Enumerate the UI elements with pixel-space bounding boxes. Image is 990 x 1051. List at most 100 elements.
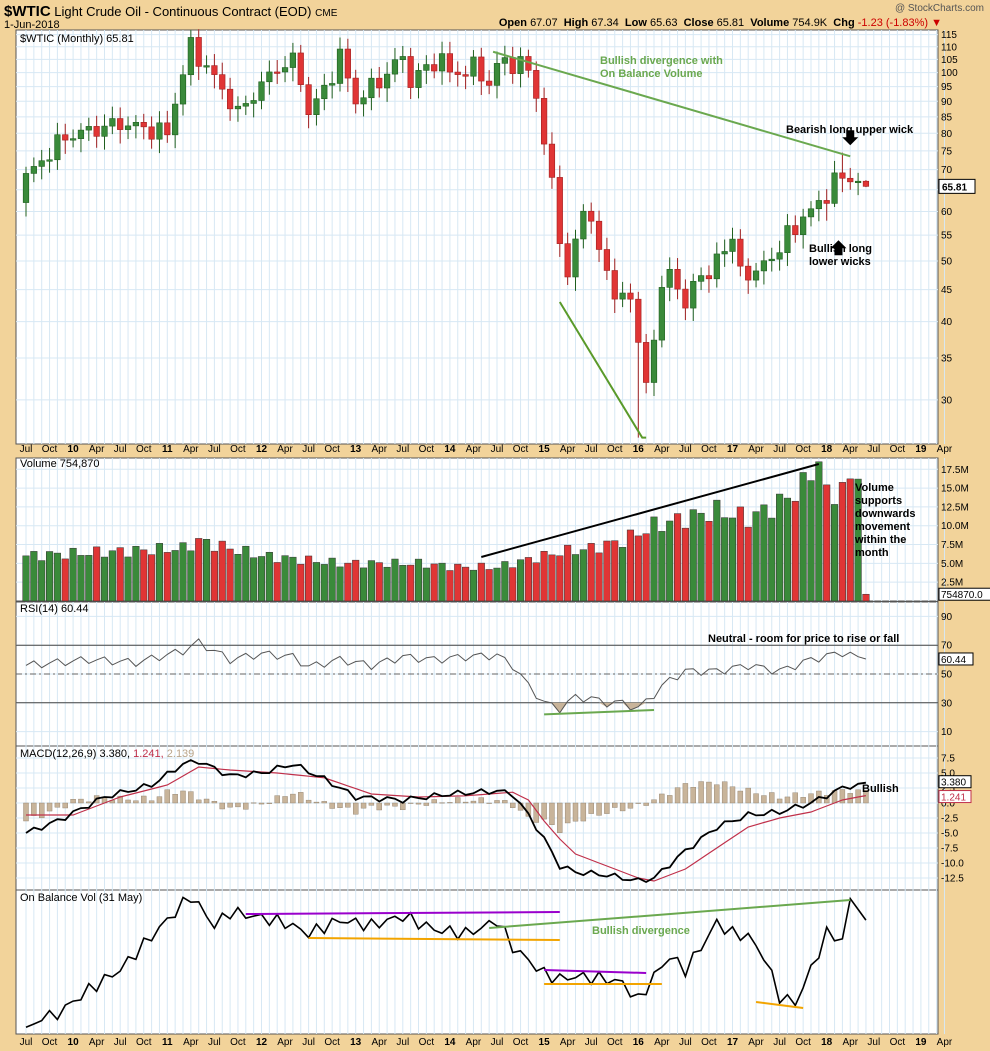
macd-histogram-bar	[643, 802, 649, 806]
macd-histogram-bar	[627, 802, 634, 809]
candle-body	[234, 105, 242, 110]
candle-body	[423, 64, 430, 71]
candle-body	[595, 220, 603, 250]
obv-divergence-line	[489, 899, 851, 929]
macd-histogram-bar	[533, 802, 539, 823]
candle-body	[493, 63, 501, 86]
macd-histogram-bar	[557, 802, 563, 833]
volume-bar	[53, 552, 61, 602]
macd-histogram-bar	[39, 802, 45, 819]
macd-histogram-bar	[447, 802, 453, 804]
price-y-tick: 55	[941, 231, 953, 242]
volume-bar	[367, 560, 375, 602]
x-tick-bottom: Apr	[842, 1037, 858, 1048]
candle-body	[62, 134, 69, 141]
volume-bar	[752, 511, 760, 602]
x-tick-price: Oct	[513, 444, 529, 455]
candle-body	[140, 122, 147, 128]
macd-histogram-bar	[698, 781, 704, 804]
volume-bar	[328, 557, 336, 602]
candle-body	[376, 77, 383, 89]
macd-histogram-bar	[604, 802, 610, 814]
down-arrow-icon	[842, 130, 859, 146]
volume-bar	[674, 513, 682, 602]
macd-histogram-bar	[329, 802, 335, 809]
candle-body	[305, 84, 312, 115]
macd-histogram-bar	[494, 800, 500, 804]
volume-bar	[312, 562, 320, 602]
panel-obv	[15, 889, 939, 1035]
volume-bar	[815, 461, 823, 602]
volume-bar	[383, 566, 391, 602]
x-tick-bottom: 19	[915, 1037, 927, 1048]
price-panel-title: $WTIC (Monthly) 65.81	[20, 33, 134, 45]
candle-body	[352, 77, 359, 105]
candle-body	[227, 88, 234, 110]
macd-histogram-bar	[117, 795, 123, 804]
volume-bar	[265, 551, 273, 602]
macd-y-tick: -12.5	[941, 874, 964, 885]
volume-bar	[454, 563, 462, 602]
candle-body	[38, 160, 45, 167]
volume-bar	[414, 558, 423, 602]
volume-bar	[187, 550, 195, 602]
macd-histogram-bar	[769, 792, 775, 804]
x-tick-bottom: Jul	[20, 1037, 33, 1048]
volume-bar	[587, 543, 595, 602]
candle-body	[54, 134, 61, 161]
macd-histogram-bar	[321, 801, 327, 804]
last-price-label: 65.81	[942, 182, 967, 193]
volume-bar	[556, 555, 564, 602]
obv-line	[25, 896, 867, 1029]
macd-histogram-bar	[439, 802, 445, 804]
macd-signal-last-box	[938, 790, 972, 804]
volume-y-tick: 5.0M	[941, 559, 963, 570]
x-tick-price: Jul	[302, 444, 315, 455]
volume-bar	[736, 506, 744, 602]
x-tick-bottom: 14	[444, 1037, 456, 1048]
macd-histogram-bar	[376, 802, 382, 811]
obv-resistance-line-2	[544, 969, 647, 974]
candle-body	[752, 270, 760, 281]
x-tick-price: 13	[350, 444, 362, 455]
macd-panel-title: MACD(12,26,9) 3.380, 1.241, 2.139	[20, 748, 194, 760]
x-tick-price: 15	[539, 444, 551, 455]
candle-body	[666, 269, 673, 288]
annotation-macd: Bullish	[862, 783, 899, 795]
macd-histogram-bar	[70, 799, 76, 804]
x-tick-price: Jul	[679, 444, 692, 455]
obv-panel-title: On Balance Vol (31 May)	[20, 892, 142, 904]
macd-histogram-bar	[510, 802, 516, 808]
candle-body	[250, 100, 257, 104]
volume-y-tick: 12.5M	[941, 502, 969, 513]
macd-histogram-bar	[305, 799, 312, 804]
volume-bar	[336, 566, 344, 602]
volume-bar	[30, 551, 38, 602]
annotation-volume: Volume supports downwards movement within th…	[854, 482, 916, 559]
macd-histogram-bar	[62, 802, 68, 809]
candle-body	[603, 249, 610, 271]
volume-bar	[485, 569, 493, 602]
macd-histogram-bar	[423, 802, 430, 806]
volume-bar	[532, 562, 540, 602]
candle-body	[564, 243, 571, 278]
volume-bar	[289, 556, 297, 602]
macd-histogram-bar	[455, 797, 461, 804]
annotation-obv-divergence: Bullish divergence with On Balance Volume	[600, 55, 723, 80]
close-label: Close	[683, 17, 714, 29]
rsi-panel-title: RSI(14) 60.44	[20, 603, 88, 615]
macd-histogram-bar	[345, 802, 351, 808]
macd-histogram-bar	[737, 790, 744, 804]
candle-body	[266, 71, 273, 83]
rsi-divergence-line	[544, 709, 655, 716]
close-value: 65.81	[716, 17, 745, 29]
macd-histogram-bar	[564, 802, 571, 824]
price-y-tick: 40	[941, 317, 953, 328]
macd-histogram-bar	[125, 799, 131, 804]
price-y-tick: 80	[941, 129, 953, 140]
x-tick-price: Apr	[937, 444, 953, 455]
divergence-line-upper	[492, 50, 851, 158]
macd-histogram-bar	[360, 802, 367, 809]
macd-histogram-bar	[313, 801, 320, 804]
x-tick-price: Jul	[114, 444, 127, 455]
